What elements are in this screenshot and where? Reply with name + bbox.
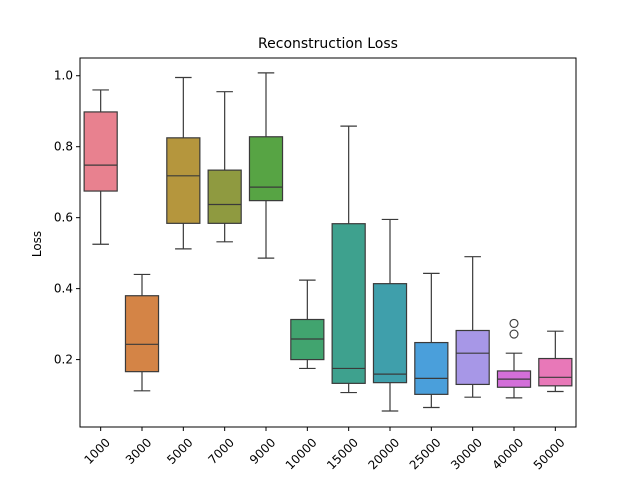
box-25000 [414,341,449,395]
box-1000 [83,111,118,192]
y-tick-label: 0.6 [54,211,73,225]
chart-title: Reconstruction Loss [258,36,398,52]
y-tick-label: 0.2 [54,353,73,367]
y-tick-label: 0.8 [54,140,73,154]
box-20000 [372,283,408,384]
box-50000 [538,357,573,387]
box-5000 [166,137,201,224]
box-7000 [207,169,242,224]
box-30000 [455,329,490,386]
plot-frame [79,57,577,428]
box-9000 [248,136,284,202]
box-15000 [331,223,366,384]
y-tick-label: 0.4 [54,282,73,296]
outlier-point [509,318,519,328]
box-3000 [124,295,160,373]
outlier-point [509,329,519,339]
y-axis-label: Loss [30,231,44,257]
y-tick-label: 1.0 [54,69,73,83]
